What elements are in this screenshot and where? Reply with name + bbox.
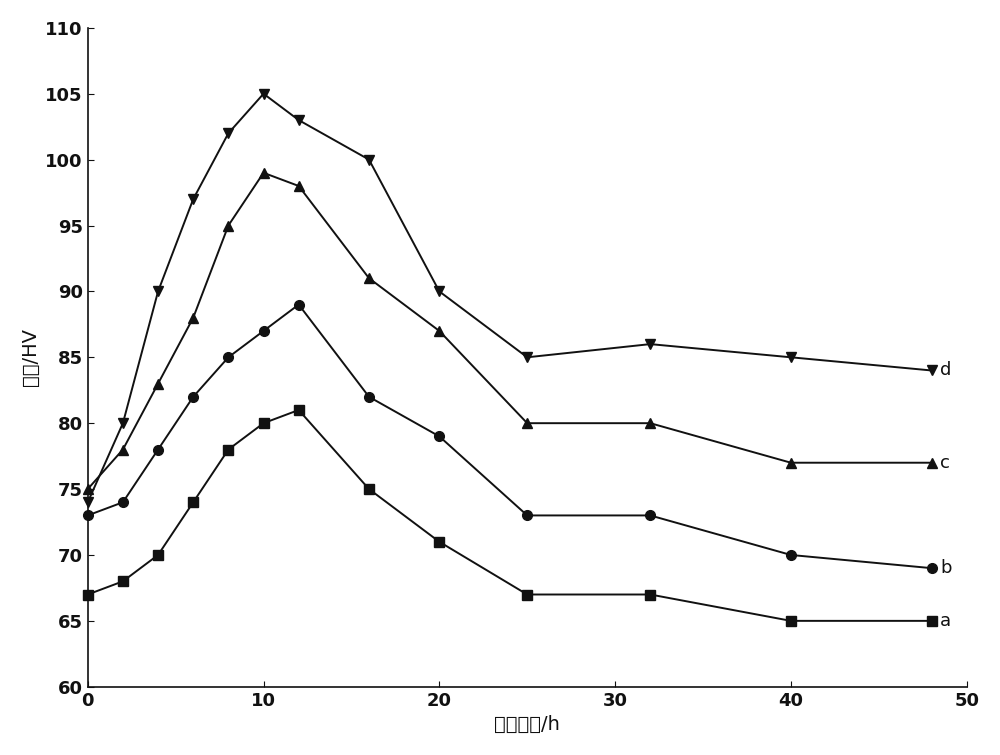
Text: b: b: [940, 559, 952, 577]
Text: d: d: [940, 362, 952, 380]
Y-axis label: 硬度/HV: 硬度/HV: [21, 328, 40, 387]
X-axis label: 时效时间/h: 时效时间/h: [494, 715, 560, 734]
Text: a: a: [940, 612, 951, 630]
Text: c: c: [940, 454, 950, 472]
